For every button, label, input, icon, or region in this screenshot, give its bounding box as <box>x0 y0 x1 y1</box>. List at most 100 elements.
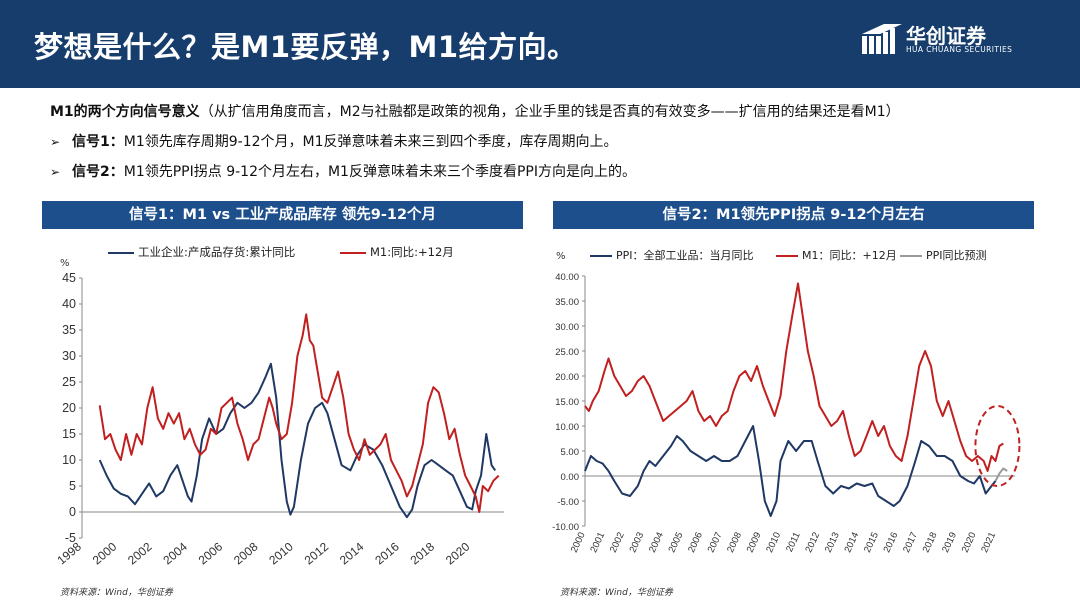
y-tick-label: 10.00 <box>555 422 579 433</box>
y-tick-label: 15.00 <box>555 397 579 408</box>
legend-swatch <box>108 251 134 254</box>
y-tick-label: 5 <box>69 479 76 493</box>
page-title: 梦想是什么？是M1要反弹，M1给方向。 <box>34 30 577 64</box>
legend-swatch <box>900 255 922 257</box>
x-tick-label: 2000 <box>90 539 120 567</box>
series-line-2 <box>994 467 1008 482</box>
y-tick-label: 40.00 <box>555 272 579 283</box>
y-tick-label: -5.00 <box>557 497 579 508</box>
intro-rest: （从扩信用角度而言，M2与社融都是政策的视角，企业手里的钱是否真的有效变多——扩… <box>199 104 900 120</box>
y-tick-label: -5 <box>65 531 76 545</box>
y-tick-label: 20 <box>62 401 76 415</box>
x-tick-label: 2017 <box>901 531 920 555</box>
x-tick-label: 2002 <box>125 539 155 567</box>
chart-1-legend-m1: M1:同比:+12月 <box>340 244 454 260</box>
x-tick-label: 2006 <box>686 531 705 555</box>
y-tick-label: 30 <box>62 349 76 363</box>
series-line-1 <box>584 282 1004 472</box>
y-tick-label: 20.00 <box>555 372 579 383</box>
legend-label: PPI同比预测 <box>926 249 987 262</box>
y-tick-label: 30.00 <box>555 322 579 333</box>
legend-label: 工业企业:产成品存货:累计同比 <box>138 245 296 259</box>
intro-text: M1的两个方向信号意义（从扩信用角度而言，M2与社融都是政策的视角，企业手里的钱… <box>50 101 900 121</box>
x-tick-label: 2009 <box>745 531 764 555</box>
x-tick-label: 2003 <box>627 531 646 555</box>
y-tick-label: 25 <box>62 375 76 389</box>
bullet-text: M1领先库存周期9-12个月，M1反弹意味着未来三到四个季度，库存周期向上。 <box>123 134 618 150</box>
y-tick-label: 35.00 <box>555 297 579 308</box>
x-tick-label: 2011 <box>784 531 803 554</box>
x-tick-label: 1998 <box>54 539 84 567</box>
y-tick-label: 10 <box>62 453 76 467</box>
x-tick-label: 2020 <box>443 539 473 567</box>
y-tick-label: 45 <box>62 272 76 285</box>
series-line-1 <box>98 313 500 513</box>
x-tick-label: 2000 <box>569 531 588 555</box>
x-tick-label: 2012 <box>302 539 332 567</box>
y-tick-label: 40 <box>62 297 76 311</box>
x-tick-label: 2002 <box>608 531 627 555</box>
x-tick-label: 2014 <box>842 531 861 555</box>
legend-swatch <box>340 251 366 254</box>
chart-1-source: 资料来源：Wind，华创证券 <box>60 588 173 598</box>
chart-2-legend-ppi: PPI：全部工业品：当月同比 <box>590 247 754 263</box>
x-tick-label: 2016 <box>882 531 901 555</box>
y-tick-label: 15 <box>62 427 76 441</box>
intro-bold: M1的两个方向信号意义 <box>50 104 200 120</box>
x-tick-label: 2016 <box>372 539 402 567</box>
chart-2-plot: -10.00 -5.00 0.00 5.00 10.00 15.00 20.00 25.00 3… <box>552 272 1021 555</box>
chart-1-legend-inventory: 工业企业:产成品存货:累计同比 <box>108 244 295 260</box>
bullet-signal-2: ➢ 信号2：M1领先PPI拐点 9-12个月左右，M1反弹意味着未来三个季度看PP… <box>50 161 636 181</box>
y-tick-label: 5.00 <box>561 447 580 458</box>
x-tick-label: 2004 <box>160 539 190 567</box>
legend-label: M1:同比:+12月 <box>370 245 454 259</box>
y-tick-label: 0 <box>69 505 76 519</box>
x-tick-label: 2010 <box>266 539 296 567</box>
bullet-text: M1领先PPI拐点 9-12个月左右，M1反弹意味着未来三个季度看PPI方向是向… <box>123 164 636 180</box>
series-line-0 <box>584 425 997 517</box>
y-tick-label: 0.00 <box>561 472 580 483</box>
chart-2-source: 资料来源：Wind，华创证券 <box>560 588 673 598</box>
chart-2-legend-m1: M1：同比：+12月 <box>776 247 897 263</box>
bullet-label: 信号2： <box>72 164 124 180</box>
x-tick-label: 2010 <box>764 531 783 555</box>
legend-swatch <box>590 255 612 257</box>
series-line-0 <box>98 362 497 519</box>
bullet-signal-1: ➢ 信号1：M1领先库存周期9-12个月，M1反弹意味着未来三到四个季度，库存周期… <box>50 131 618 151</box>
x-tick-label: 2005 <box>667 531 686 555</box>
legend-label: PPI：全部工业品：当月同比 <box>616 249 754 262</box>
x-tick-label: 2004 <box>647 531 666 555</box>
chart-2-unit: % <box>556 251 566 262</box>
x-tick-label: 2018 <box>408 539 438 567</box>
highlight-ellipse <box>974 405 1021 487</box>
chart-2-legend-forecast: PPI同比预测 <box>900 247 987 263</box>
x-tick-label: 2012 <box>803 531 822 555</box>
arrow-icon: ➢ <box>50 135 61 149</box>
arrow-icon: ➢ <box>50 165 61 179</box>
legend-swatch <box>776 255 798 257</box>
chart-1-plot: -5 0 5 10 15 20 25 30 35 40 45 1998 2000 2002 2004 2006… <box>54 272 504 567</box>
y-tick-label: 25.00 <box>555 347 579 358</box>
logo-subtitle: HUA CHUANG SECURITIES <box>906 45 1013 54</box>
x-tick-label: 2001 <box>588 531 607 555</box>
chart-1-title: 信号1：M1 vs 工业产成品库存 领先9-12个月 <box>42 201 523 229</box>
y-tick-label: -10.00 <box>552 522 579 533</box>
x-tick-label: 2015 <box>862 531 881 555</box>
x-tick-label: 2007 <box>706 531 725 555</box>
y-tick-label: 35 <box>62 323 76 337</box>
bullet-label: 信号1： <box>72 134 124 150</box>
logo-name: 华创证券 <box>906 24 986 48</box>
header-bar: 梦想是什么？是M1要反弹，M1给方向。 华创证券 HUA CHUANG SECU… <box>0 0 1080 88</box>
legend-label: M1：同比：+12月 <box>802 249 897 262</box>
x-tick-label: 2019 <box>940 531 959 555</box>
x-tick-label: 2020 <box>960 531 979 555</box>
x-tick-label: 2021 <box>979 531 998 555</box>
x-tick-label: 2014 <box>337 539 367 567</box>
chart-2-title: 信号2：M1领先PPI拐点 9-12个月左右 <box>553 201 1034 229</box>
chart-1-unit: % <box>60 258 70 269</box>
x-tick-label: 2013 <box>823 531 842 555</box>
logo-icon <box>862 24 902 54</box>
company-logo: 华创证券 HUA CHUANG SECURITIES <box>862 20 1042 62</box>
x-tick-label: 2006 <box>196 539 226 567</box>
x-tick-label: 2008 <box>231 539 261 567</box>
